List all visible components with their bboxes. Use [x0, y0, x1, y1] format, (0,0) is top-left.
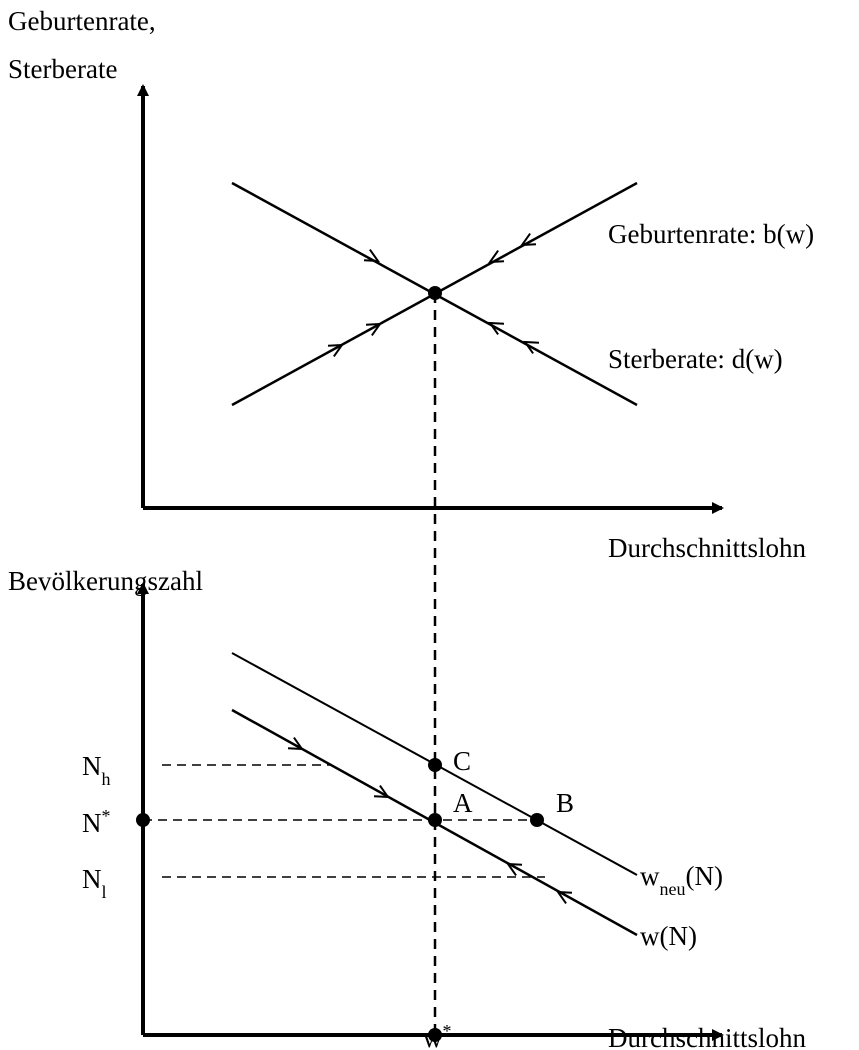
text-part: neu: [660, 879, 686, 899]
text-part: l: [102, 882, 107, 902]
direction-arrow: [555, 890, 573, 905]
text-part: N: [82, 864, 102, 894]
direction-arrow: [373, 784, 391, 799]
point: [530, 813, 544, 827]
point-label: A: [453, 788, 473, 818]
point: [428, 758, 442, 772]
point: [136, 813, 150, 827]
y-label: Nl: [82, 864, 107, 902]
text-part: w: [640, 861, 660, 891]
text-part: *: [443, 1021, 452, 1041]
direction-arrow: [363, 249, 381, 263]
text-part: (N): [686, 861, 723, 891]
curve-label: Sterberate: d(w): [608, 344, 783, 374]
curve-label: Geburtenrate: b(w): [608, 219, 814, 249]
point-label: C: [453, 746, 471, 776]
text-part: N: [82, 808, 102, 838]
text-part: h: [102, 769, 111, 789]
direction-arrow: [487, 321, 505, 335]
point-label: B: [556, 788, 574, 818]
y-label: Nh: [82, 751, 111, 789]
direction-arrow: [327, 343, 345, 357]
curve-label: wneu(N): [640, 861, 723, 899]
point: [428, 1028, 442, 1042]
direction-arrow: [522, 340, 540, 354]
y-axis-label: Bevölkerungszahl: [8, 566, 203, 596]
point: [428, 813, 442, 827]
text-part: w: [423, 1023, 443, 1050]
direction-arrow: [487, 250, 505, 264]
x-axis-label: Durchschnittslohn: [608, 1023, 806, 1050]
y-axis-label: Sterberate: [8, 54, 117, 84]
direction-arrow: [519, 233, 537, 247]
direction-arrow: [505, 862, 523, 877]
curve-label: w(N): [640, 921, 697, 951]
x-axis-label: Durchschnittslohn: [608, 533, 806, 563]
direction-arrow: [365, 322, 383, 336]
text-part: N: [82, 751, 102, 781]
text-part: *: [102, 806, 111, 826]
y-axis-label: Geburtenrate,: [8, 6, 156, 36]
direction-arrow: [287, 736, 305, 751]
x-label: w*: [423, 1021, 452, 1050]
y-label: N*: [82, 806, 111, 838]
